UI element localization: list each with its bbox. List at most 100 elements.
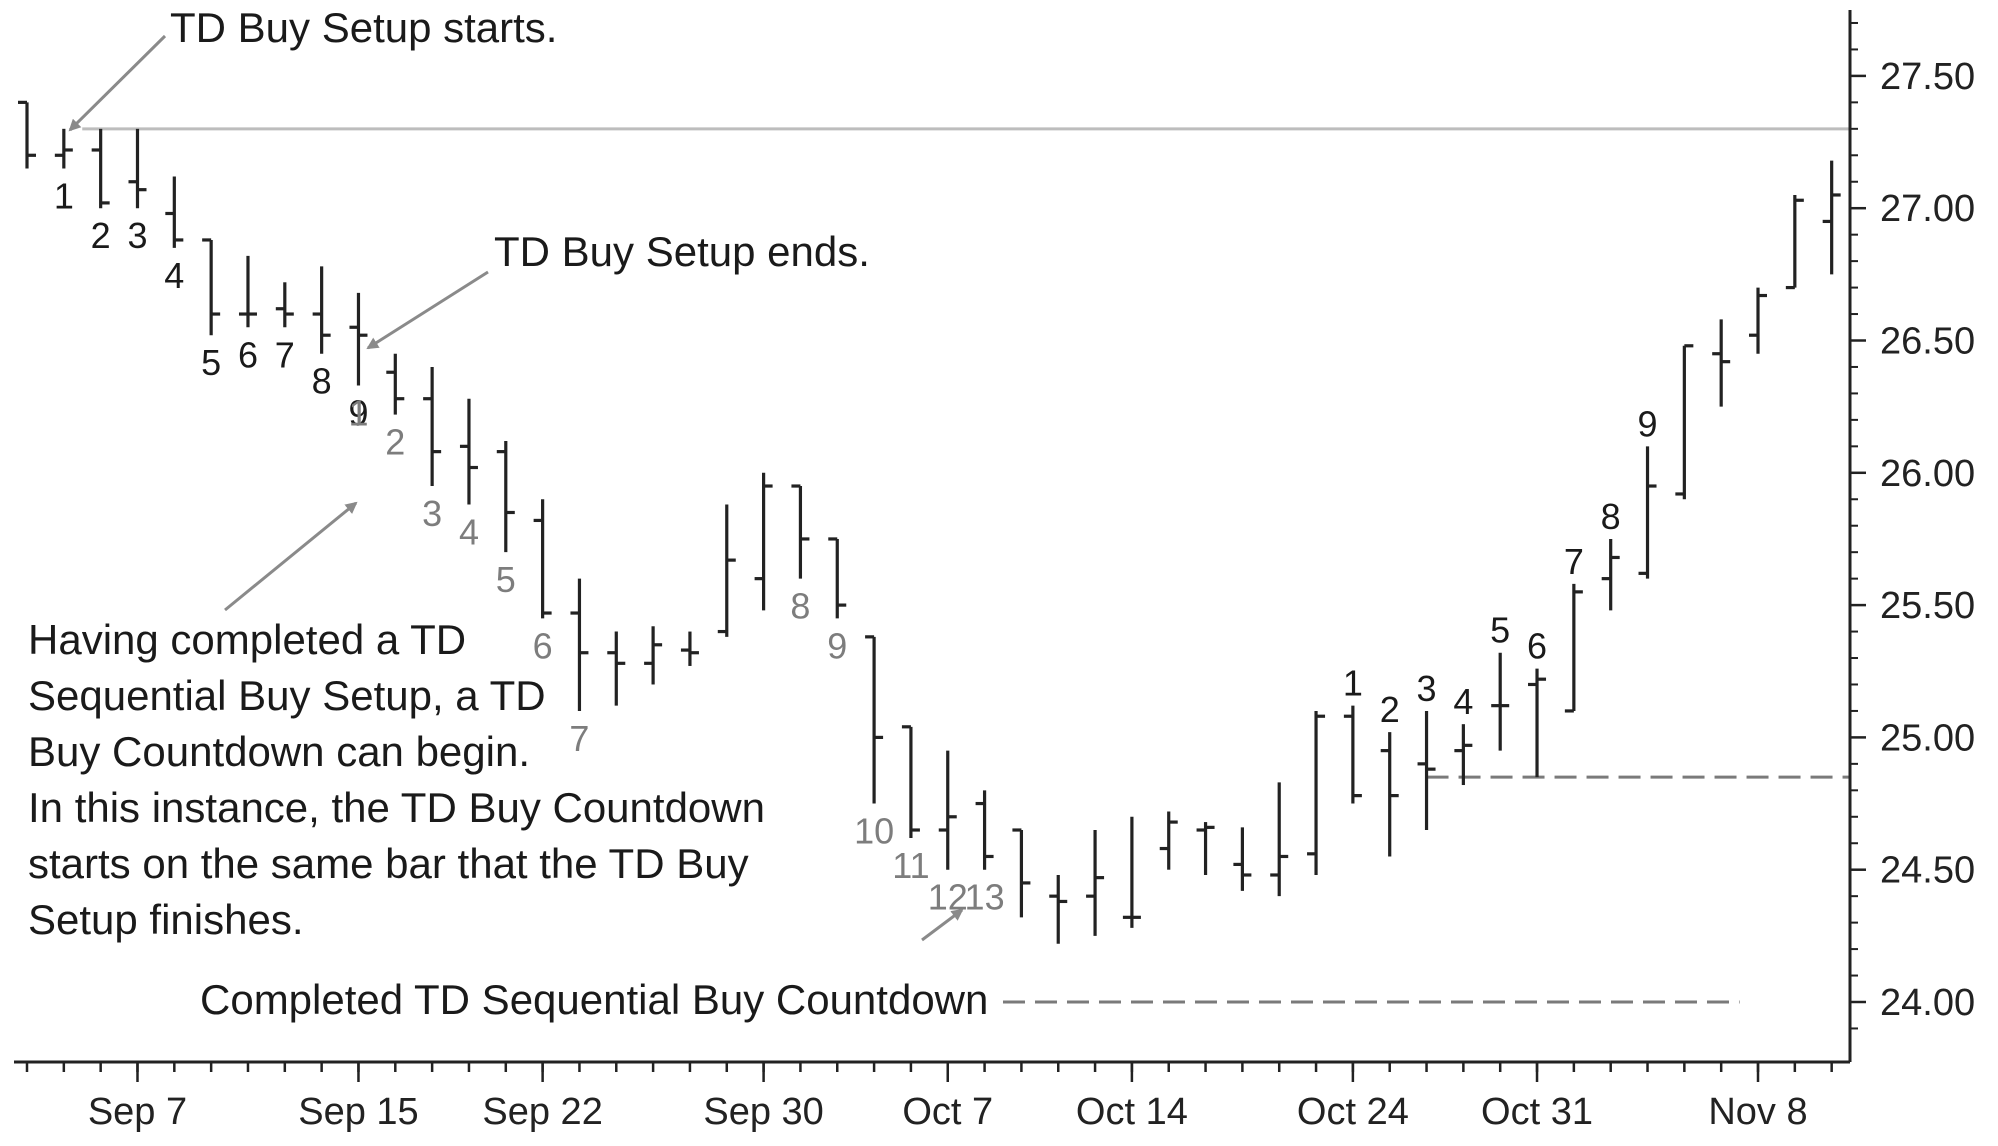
price-bars <box>18 100 1841 944</box>
ohlc-bar <box>1086 830 1105 936</box>
x-tick-label: Nov 8 <box>1708 1091 1807 1133</box>
countdown-start-arrow <box>224 501 358 612</box>
completed-countdown-label: Completed TD Sequential Buy Countdown <box>200 976 988 1023</box>
ohlc-bar <box>238 255 257 328</box>
setup-starts-arrow <box>68 34 167 132</box>
ohlc-bar <box>975 790 994 870</box>
ohlc-bar <box>717 504 736 637</box>
ohlc-bar <box>1233 827 1252 891</box>
setup-count-label: 8 <box>312 361 332 402</box>
countdown-count-label: 7 <box>569 718 589 759</box>
countdown-count-label: 10 <box>854 811 894 852</box>
ohlc-bar <box>1159 811 1178 870</box>
setup-count-label: 5 <box>1490 610 1510 651</box>
countdown-note-line-4: In this instance, the TD Buy Countdown <box>28 784 765 831</box>
setup-count-label: 6 <box>1527 626 1547 667</box>
ohlc-bar <box>1343 705 1362 804</box>
ohlc-bar <box>1491 652 1510 751</box>
ohlc-bar <box>1638 446 1657 579</box>
setup-count-label: 7 <box>275 334 295 375</box>
y-tick-label: 27.00 <box>1880 188 1975 230</box>
y-tick-label: 27.50 <box>1880 56 1975 98</box>
ohlc-bar <box>1601 538 1620 611</box>
ohlc-bar <box>570 578 589 711</box>
reference-lines <box>82 127 1851 1004</box>
ohlc-bar <box>275 282 294 328</box>
setup-count-label: 7 <box>1564 541 1584 582</box>
x-tick-label: Sep 7 <box>88 1091 187 1133</box>
axes: Sep 7 Sep 15 Sep 22 Sep 30 Oct 7 Oct 14 Oct 24… <box>14 10 1975 1133</box>
x-tick-label: Sep 15 <box>298 1091 418 1133</box>
ohlc-bar <box>754 472 773 611</box>
ohlc-bar <box>496 441 515 553</box>
setup-count-label: 4 <box>1453 681 1473 722</box>
ohlc-bar <box>1122 816 1141 928</box>
ohlc-bar <box>165 176 184 248</box>
setup-count-label: 5 <box>201 342 221 383</box>
x-tick-label: Oct 7 <box>902 1091 993 1133</box>
countdown-note-line-3: Buy Countdown can begin. <box>28 728 530 775</box>
countdown-count-label: 4 <box>459 512 479 553</box>
ohlc-bar <box>18 100 36 169</box>
countdown-count-label: 2 <box>385 422 405 463</box>
setup-count-label: 9 <box>348 392 368 433</box>
y-tick-label: 24.50 <box>1880 850 1975 892</box>
countdown-count-label: 11 <box>892 845 929 886</box>
setup-count-label: 4 <box>164 255 184 296</box>
countdown-count-label: 9 <box>827 625 847 666</box>
y-tick-label: 24.00 <box>1880 982 1975 1024</box>
y-tick-label: 25.00 <box>1880 717 1975 759</box>
countdown-count-label: 1 <box>348 392 368 433</box>
y-tick-label: 26.50 <box>1880 321 1975 363</box>
ohlc-bar <box>1196 822 1215 875</box>
ohlc-bar <box>1012 828 1031 918</box>
annotations: TD Buy Setup starts. TD Buy Setup ends. … <box>28 4 988 1023</box>
setup-count-label: 2 <box>1380 689 1400 730</box>
y-tick-label: 26.00 <box>1880 453 1975 495</box>
setup-count-label: 8 <box>1601 496 1621 537</box>
ohlc-bar <box>202 238 221 336</box>
countdown-count-label: 8 <box>790 586 810 627</box>
ohlc-bar <box>828 537 847 619</box>
countdown-count-label: 6 <box>533 625 553 666</box>
ohlc-bar <box>1785 194 1804 290</box>
x-tick-label: Sep 30 <box>703 1091 823 1133</box>
ohlc-bar <box>54 128 73 169</box>
x-tick-label: Sep 22 <box>482 1091 602 1133</box>
countdown-note-line-2: Sequential Buy Setup, a TD <box>28 672 546 719</box>
ohlc-bar <box>1049 874 1068 944</box>
countdown-count-label: 3 <box>422 493 442 534</box>
ohlc-bar <box>423 366 442 487</box>
countdown-note: Having completed a TD Sequential Buy Set… <box>28 616 777 943</box>
ohlc-bar <box>1822 160 1841 275</box>
ohlc-bar <box>1380 732 1399 857</box>
ohlc-bar <box>386 353 405 415</box>
setup-count-label: 9 <box>1638 403 1658 444</box>
y-tick-label: 25.50 <box>1880 585 1975 627</box>
ohlc-bar <box>1564 583 1583 713</box>
countdown-count-label: 5 <box>496 559 516 600</box>
ohlc-bar <box>1270 782 1289 897</box>
ohlc-bar <box>901 725 920 838</box>
ohlc-bar <box>791 484 810 579</box>
countdown-note-line-1: Having completed a TD <box>28 616 466 663</box>
ohlc-bar <box>91 128 110 209</box>
ohlc-bar <box>1675 344 1694 500</box>
ohlc-bar <box>607 631 626 706</box>
ohlc-bar <box>865 635 884 804</box>
setup-count-label: 6 <box>238 334 258 375</box>
ohlc-bar <box>644 626 663 685</box>
ohlc-bar <box>938 750 957 870</box>
ohlc-bar <box>1307 710 1326 875</box>
countdown-count-label: 13 <box>965 877 1005 918</box>
setup-count-label: 2 <box>91 215 111 256</box>
ohlc-bar <box>1528 668 1547 778</box>
countdown-note-line-5: starts on the same bar that the TD Buy <box>28 840 749 887</box>
countdown-complete-arrow <box>921 908 964 942</box>
x-tick-label: Oct 14 <box>1076 1091 1188 1133</box>
ohlc-bar <box>459 398 478 505</box>
ohlc-bar <box>533 499 552 619</box>
ohlc-bar <box>1454 724 1473 786</box>
